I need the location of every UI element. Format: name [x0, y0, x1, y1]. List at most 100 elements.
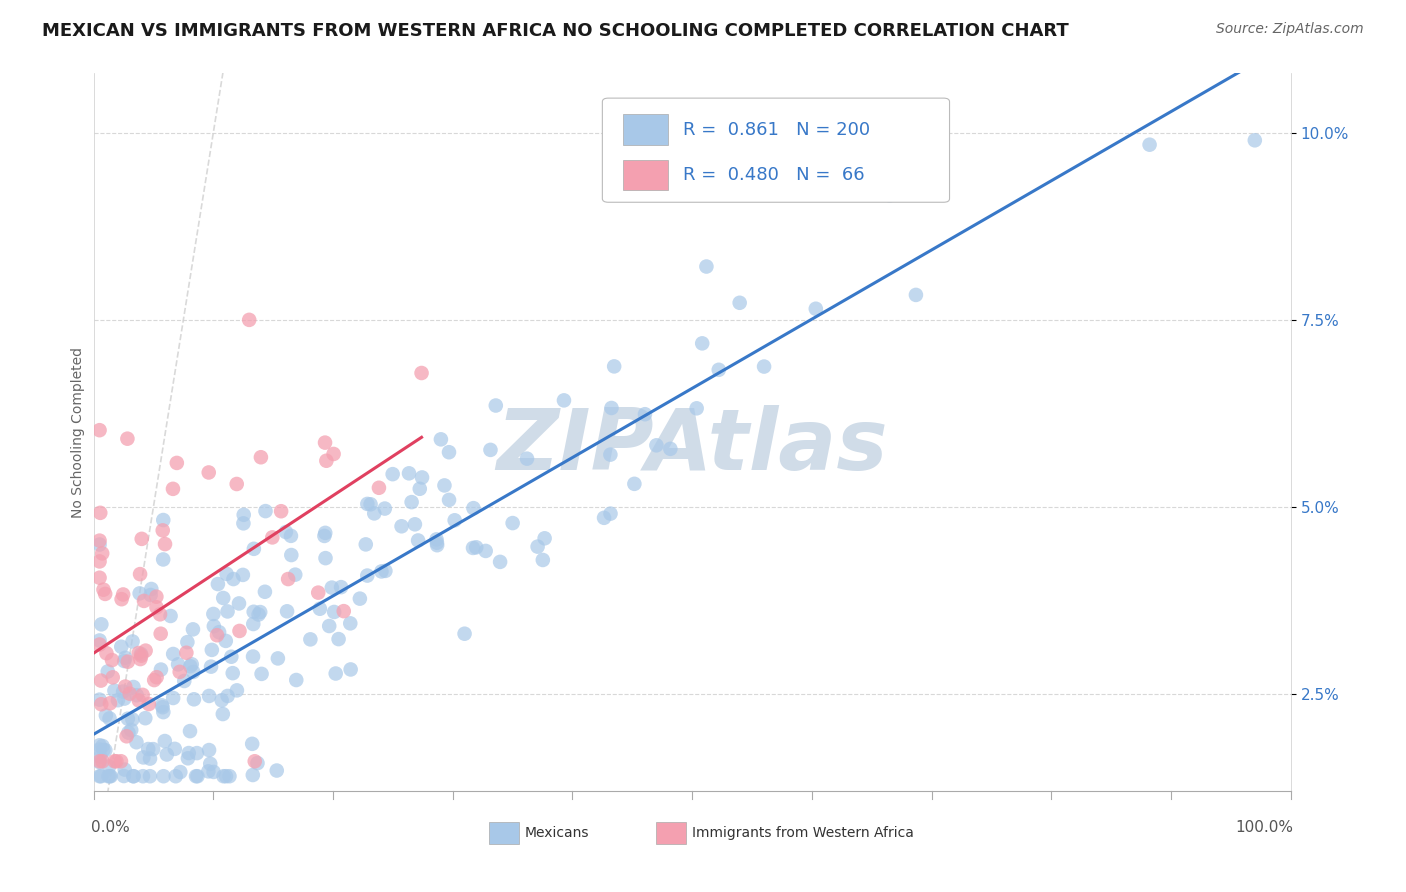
Point [90, 769, 112, 783]
Point [247, 607, 270, 622]
Point [89, 633, 111, 648]
Point [121, 634, 143, 648]
Point [285, 673, 308, 687]
Point [603, 359, 626, 374]
Point [128, 693, 150, 707]
Point [90, 673, 112, 688]
Point [128, 646, 150, 660]
Point [465, 541, 488, 555]
Point [526, 540, 548, 554]
Point [89, 571, 111, 585]
Point [198, 689, 221, 703]
Point [212, 769, 235, 783]
Point [322, 447, 344, 461]
Point [110, 754, 132, 768]
Point [107, 693, 129, 707]
Point [401, 495, 423, 509]
Point [110, 592, 132, 607]
Point [110, 640, 132, 654]
Point [242, 617, 264, 632]
Point [200, 659, 222, 673]
Point [200, 756, 222, 771]
Point [226, 683, 249, 698]
Point [131, 688, 153, 702]
Point [129, 652, 152, 666]
Point [153, 734, 176, 748]
Point [132, 750, 155, 764]
Point [404, 517, 426, 532]
Point [117, 655, 139, 669]
Point [152, 769, 174, 783]
Point [115, 729, 138, 743]
Point [276, 604, 298, 618]
Point [176, 646, 198, 660]
Text: Mexicans: Mexicans [524, 826, 589, 840]
Point [93, 743, 115, 757]
Text: R =  0.861   N = 200: R = 0.861 N = 200 [682, 120, 870, 138]
Point [166, 456, 188, 470]
Point [215, 769, 238, 783]
Point [163, 742, 186, 756]
Point [181, 665, 204, 679]
Point [243, 754, 266, 768]
Point [112, 769, 135, 783]
Point [89, 423, 111, 437]
Point [318, 619, 340, 633]
Point [169, 765, 191, 780]
Point [599, 507, 621, 521]
Point [141, 582, 163, 596]
Point [217, 604, 239, 618]
Point [165, 769, 187, 783]
Point [453, 626, 475, 640]
Point [516, 451, 538, 466]
Point [728, 295, 751, 310]
Point [201, 643, 224, 657]
Point [309, 601, 332, 615]
Point [299, 632, 322, 647]
Point [267, 651, 290, 665]
Point [117, 712, 139, 726]
Point [180, 657, 202, 672]
Point [90, 698, 112, 712]
Point [232, 508, 254, 522]
Point [280, 548, 302, 562]
Point [425, 533, 447, 547]
Point [149, 626, 172, 640]
Point [183, 692, 205, 706]
Point [270, 504, 292, 518]
Point [215, 633, 238, 648]
Point [139, 769, 162, 783]
Point [112, 684, 135, 698]
Point [277, 572, 299, 586]
Point [117, 725, 139, 739]
Point [122, 680, 145, 694]
Point [132, 769, 155, 783]
Point [139, 588, 162, 602]
Point [274, 524, 297, 539]
Point [212, 591, 235, 605]
Point [218, 769, 240, 783]
Point [89, 769, 111, 783]
Bar [657, 822, 686, 844]
Point [139, 751, 162, 765]
Point [186, 746, 208, 760]
Point [489, 555, 512, 569]
Point [129, 647, 152, 661]
Point [162, 647, 184, 661]
Point [135, 643, 157, 657]
Point [232, 516, 254, 531]
Point [152, 552, 174, 566]
Point [91, 739, 114, 753]
Point [177, 751, 200, 765]
Point [112, 587, 135, 601]
Point [97, 769, 120, 783]
Point [156, 747, 179, 762]
Point [169, 665, 191, 679]
Point [138, 697, 160, 711]
Point [485, 399, 508, 413]
Bar [623, 160, 668, 190]
Point [325, 666, 347, 681]
Point [134, 711, 156, 725]
Point [112, 654, 135, 668]
Point [262, 530, 284, 544]
